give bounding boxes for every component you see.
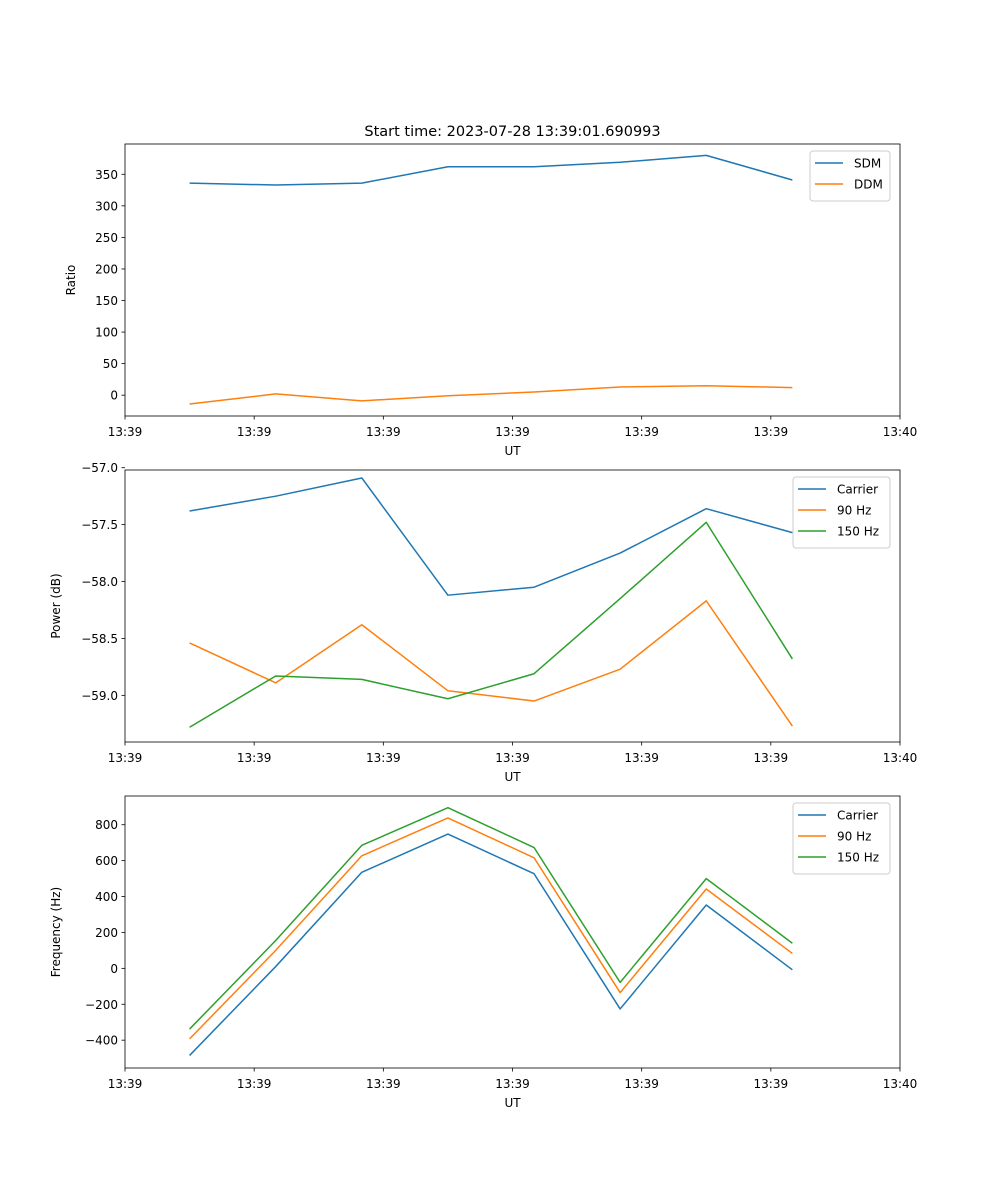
power-axes-frame (124, 469, 901, 743)
ratio-x-tick-label: 13:39 (754, 425, 789, 439)
power-x-axis-label: UT (504, 770, 521, 784)
ratio-legend-label: DDM (854, 178, 883, 192)
chart-title: Start time: 2023-07-28 13:39:01.690993 (364, 124, 660, 140)
frequency-y-axis-label: Frequency (Hz) (49, 887, 63, 978)
power-x-tick-label: 13:39 (108, 751, 143, 765)
ratio-y-tick-label: 350 (95, 168, 118, 182)
frequency-x-tick-label: 13:40 (883, 1077, 918, 1091)
power-x-tick-label: 13:39 (754, 751, 789, 765)
power-x-tick-label: 13:40 (883, 751, 918, 765)
ratio-legend-label: SDM (854, 157, 881, 171)
frequency-legend-label: Carrier (837, 809, 878, 823)
power-y-tick-label: −57.0 (81, 461, 118, 475)
power-x-tick-label: 13:39 (495, 751, 530, 765)
power-series-carrier (189, 477, 793, 596)
ratio-y-tick-label: 150 (95, 294, 118, 308)
power-x-tick-label: 13:39 (624, 751, 659, 765)
ratio-series-ddm (189, 384, 793, 405)
ratio-y-tick-label: 0 (110, 389, 118, 403)
frequency-y-tick-label: 800 (95, 818, 118, 832)
frequency-x-tick-label: 13:39 (237, 1077, 272, 1091)
power-panel: 13:39 13:39 13:39 13:39 13:39 13:39 13:40 −57.0… (49, 461, 917, 784)
frequency-x-tick-label: 13:39 (754, 1077, 789, 1091)
frequency-x-tick-label: 13:39 (624, 1077, 659, 1091)
frequency-y-tick-label: 400 (95, 890, 118, 904)
frequency-y-tick-label: −400 (85, 1034, 118, 1048)
frequency-legend-label: 150 Hz (837, 851, 879, 865)
frequency-series-carrier (189, 833, 793, 1056)
power-x-tick-label: 13:39 (237, 751, 272, 765)
frequency-x-tick-label: 13:39 (366, 1077, 401, 1091)
ratio-x-tick-label: 13:39 (237, 425, 272, 439)
ratio-x-tick-label: 13:40 (883, 425, 918, 439)
frequency-panel: 13:39 13:39 13:39 13:39 13:39 13:39 13:40 −400 −… (49, 795, 918, 1110)
frequency-legend: Carrier 90 Hz 150 Hz (792, 802, 891, 875)
frequency-series-90-hz (189, 817, 793, 1040)
frequency-x-tick-label: 13:39 (495, 1077, 530, 1091)
ratio-y-tick-label: 200 (95, 262, 118, 276)
power-y-tick-label: −59.0 (81, 689, 118, 703)
ratio-x-tick-label: 13:39 (108, 425, 143, 439)
ratio-y-tick-label: 50 (103, 357, 118, 371)
power-x-tick-label: 13:39 (366, 751, 401, 765)
power-y-axis-label: Power (dB) (49, 573, 63, 638)
ratio-x-axis-label: UT (504, 444, 521, 458)
frequency-y-tick-label: 600 (95, 854, 118, 868)
ratio-series-sdm (189, 154, 793, 186)
power-series-150-hz (189, 521, 793, 728)
power-legend: Carrier 90 Hz 150 Hz (792, 476, 891, 549)
power-y-tick-label: −57.5 (81, 518, 118, 532)
power-y-tick-label: −58.0 (81, 575, 118, 589)
frequency-x-axis-label: UT (504, 1096, 521, 1110)
ratio-y-tick-label: 300 (95, 199, 118, 213)
frequency-series-150-hz (189, 806, 793, 1030)
frequency-y-tick-label: −200 (85, 998, 118, 1012)
ratio-x-tick-label: 13:39 (495, 425, 530, 439)
ratio-x-tick-label: 13:39 (624, 425, 659, 439)
ratio-y-tick-label: 100 (95, 326, 118, 340)
frequency-x-tick-label: 13:39 (108, 1077, 143, 1091)
power-legend-label: 90 Hz (837, 504, 871, 518)
power-series-90-hz (189, 600, 793, 727)
frequency-legend-label: 90 Hz (837, 830, 871, 844)
ratio-x-tick-label: 13:39 (366, 425, 401, 439)
ratio-legend: SDM DDM (809, 150, 891, 202)
ratio-y-tick-label: 250 (95, 231, 118, 245)
power-y-tick-label: −58.5 (81, 632, 118, 646)
ratio-panel: 13:39 13:39 13:39 13:39 13:39 13:39 13:40 0 50 10… (64, 143, 918, 458)
frequency-y-tick-label: 200 (95, 926, 118, 940)
frequency-y-tick-label: 0 (110, 962, 118, 976)
power-legend-label: 150 Hz (837, 525, 879, 539)
ratio-y-axis-label: Ratio (64, 265, 78, 296)
power-legend-label: Carrier (837, 483, 878, 497)
